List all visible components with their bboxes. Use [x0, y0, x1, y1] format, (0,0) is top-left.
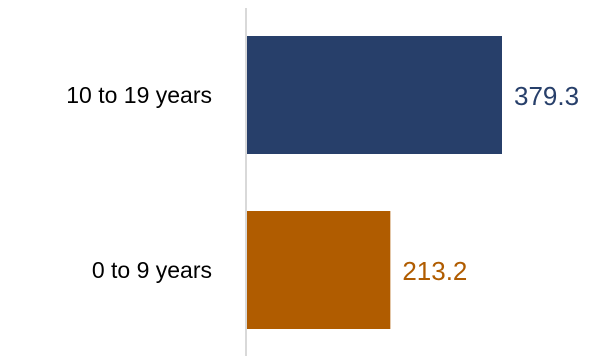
category-label-10-to-19-years: 10 to 19 years: [66, 82, 212, 108]
category-label-0-to-9-years: 0 to 9 years: [92, 257, 212, 283]
value-label-0-to-9-years: 213.2: [402, 256, 467, 286]
value-label-10-to-19-years: 379.3: [514, 81, 579, 111]
bar-10-to-19-years: [247, 36, 502, 154]
bar-0-to-9-years: [247, 211, 391, 329]
